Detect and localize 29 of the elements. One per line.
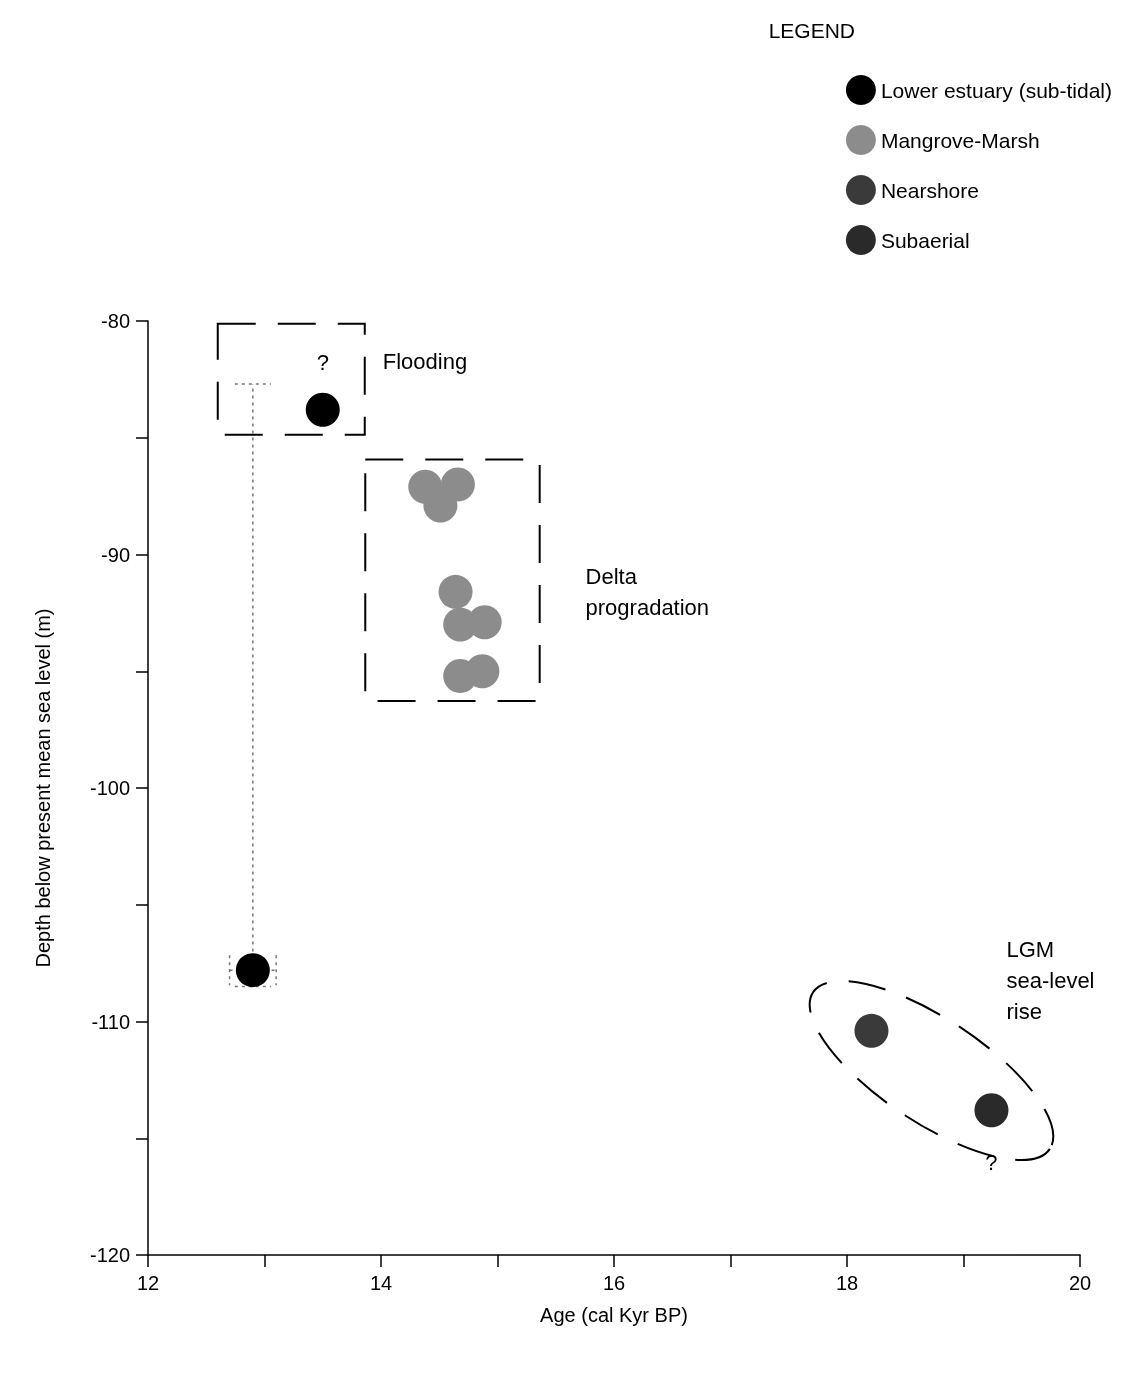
- y-tick-label: -80: [101, 310, 130, 332]
- x-tick-label: 16: [602, 1272, 626, 1294]
- legend-label: Nearshore: [880, 178, 979, 202]
- annotation: Flooding: [382, 349, 468, 375]
- point: [235, 953, 270, 988]
- legend-title: LEGEND: [768, 19, 855, 42]
- x-axis-title: Age (cal Kyr BP): [540, 1304, 688, 1326]
- y-axis-title: Depth below present mean sea level (m): [32, 608, 54, 968]
- y-tick-label: -90: [101, 543, 130, 566]
- y-tick-label: -110: [91, 1010, 130, 1033]
- annotation: LGM sea-level rise: [1006, 936, 1095, 1024]
- annotation: Delta progradation: [585, 563, 710, 620]
- y-tick-label: -120: [89, 1244, 130, 1266]
- annotation: ?: [316, 350, 329, 376]
- point: [440, 467, 475, 502]
- y-tick-label: -100: [89, 777, 130, 799]
- x-tick-label: 12: [136, 1272, 160, 1294]
- x-tick-label: 14: [369, 1272, 393, 1294]
- point: [974, 1093, 1009, 1128]
- legend-label: Subaerial: [880, 228, 970, 252]
- x-tick-label: 20: [1068, 1272, 1092, 1294]
- point: [305, 392, 340, 427]
- legend-label: Mangrove-Marsh: [880, 128, 1040, 152]
- x-tick-label: 18: [835, 1272, 859, 1294]
- point: [438, 574, 473, 609]
- point: [854, 1013, 889, 1048]
- point: [423, 488, 458, 523]
- point: [465, 654, 500, 689]
- legend-label: Lower estuary (sub-tidal): [880, 78, 1112, 102]
